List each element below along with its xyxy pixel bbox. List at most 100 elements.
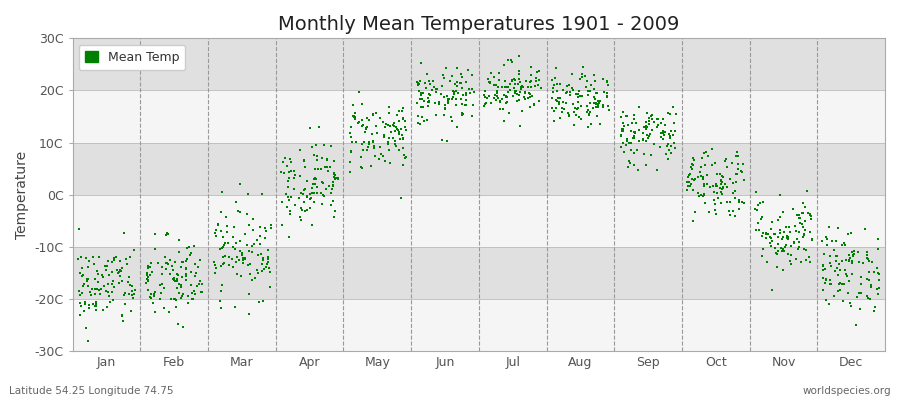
Point — [715, 173, 729, 180]
Point — [260, 246, 274, 253]
Point — [752, 200, 767, 206]
Point — [554, 95, 568, 101]
Point — [512, 52, 526, 59]
Point — [354, 164, 368, 170]
Point — [105, 296, 120, 303]
Point — [451, 90, 465, 96]
Point — [106, 255, 121, 262]
Point — [669, 111, 683, 118]
Point — [685, 166, 699, 172]
Bar — [73, 38, 885, 90]
Point — [259, 261, 274, 267]
Point — [616, 127, 630, 133]
Point — [421, 99, 436, 105]
Point — [591, 102, 606, 109]
Point — [165, 263, 179, 269]
Point — [642, 114, 656, 121]
Point — [770, 217, 785, 223]
Point — [482, 80, 497, 86]
Point — [216, 234, 230, 240]
Point — [175, 295, 189, 302]
Point — [174, 282, 188, 288]
Point — [387, 141, 401, 147]
Point — [413, 78, 428, 84]
Point — [481, 76, 495, 82]
Point — [532, 68, 546, 74]
Point — [815, 266, 830, 273]
Point — [555, 105, 570, 111]
Point — [729, 171, 743, 177]
Point — [783, 261, 797, 268]
Point — [382, 104, 396, 110]
Point — [780, 233, 795, 240]
Point — [212, 246, 227, 252]
Point — [653, 130, 668, 136]
Point — [559, 100, 573, 106]
Point — [190, 282, 204, 289]
Point — [572, 114, 586, 120]
Point — [698, 162, 712, 168]
Point — [589, 90, 603, 96]
Point — [796, 232, 811, 238]
Point — [650, 116, 664, 122]
Point — [709, 171, 724, 177]
Point — [503, 81, 517, 87]
Point — [478, 100, 492, 107]
Point — [560, 82, 574, 89]
Point — [854, 281, 868, 288]
Point — [590, 90, 604, 96]
Point — [169, 284, 184, 291]
Point — [694, 164, 708, 170]
Point — [246, 226, 260, 233]
Point — [596, 76, 610, 82]
Point — [652, 144, 667, 150]
Point — [233, 247, 248, 254]
Point — [162, 309, 176, 316]
Point — [187, 291, 202, 297]
Point — [298, 208, 312, 214]
Point — [383, 128, 398, 135]
Point — [180, 256, 194, 263]
Point — [636, 136, 651, 143]
Point — [283, 196, 297, 203]
Point — [417, 98, 431, 104]
Point — [216, 254, 230, 260]
Point — [415, 114, 429, 120]
Point — [497, 92, 511, 98]
Point — [647, 140, 662, 147]
Point — [798, 247, 813, 253]
Point — [305, 185, 320, 191]
Point — [627, 129, 642, 136]
Bar — [73, 247, 885, 299]
Point — [550, 98, 564, 104]
Point — [392, 147, 406, 153]
Point — [370, 130, 384, 137]
Point — [479, 100, 493, 106]
Point — [763, 235, 778, 241]
Point — [707, 201, 722, 208]
Point — [298, 186, 312, 192]
Point — [520, 95, 535, 101]
Point — [835, 242, 850, 249]
Point — [790, 212, 805, 218]
Point — [870, 291, 885, 298]
Point — [823, 280, 837, 287]
Point — [578, 73, 592, 80]
Point — [462, 86, 476, 92]
Point — [764, 238, 778, 244]
Point — [208, 262, 222, 268]
Point — [73, 270, 87, 276]
Point — [778, 224, 793, 230]
Point — [398, 118, 412, 125]
Point — [548, 75, 562, 82]
Point — [253, 241, 267, 248]
Point — [179, 271, 194, 277]
Point — [167, 278, 182, 284]
Point — [118, 290, 132, 297]
Point — [307, 176, 321, 182]
Point — [446, 94, 460, 100]
Point — [550, 88, 564, 94]
Point — [281, 193, 295, 200]
Point — [422, 78, 436, 84]
Point — [660, 143, 674, 150]
